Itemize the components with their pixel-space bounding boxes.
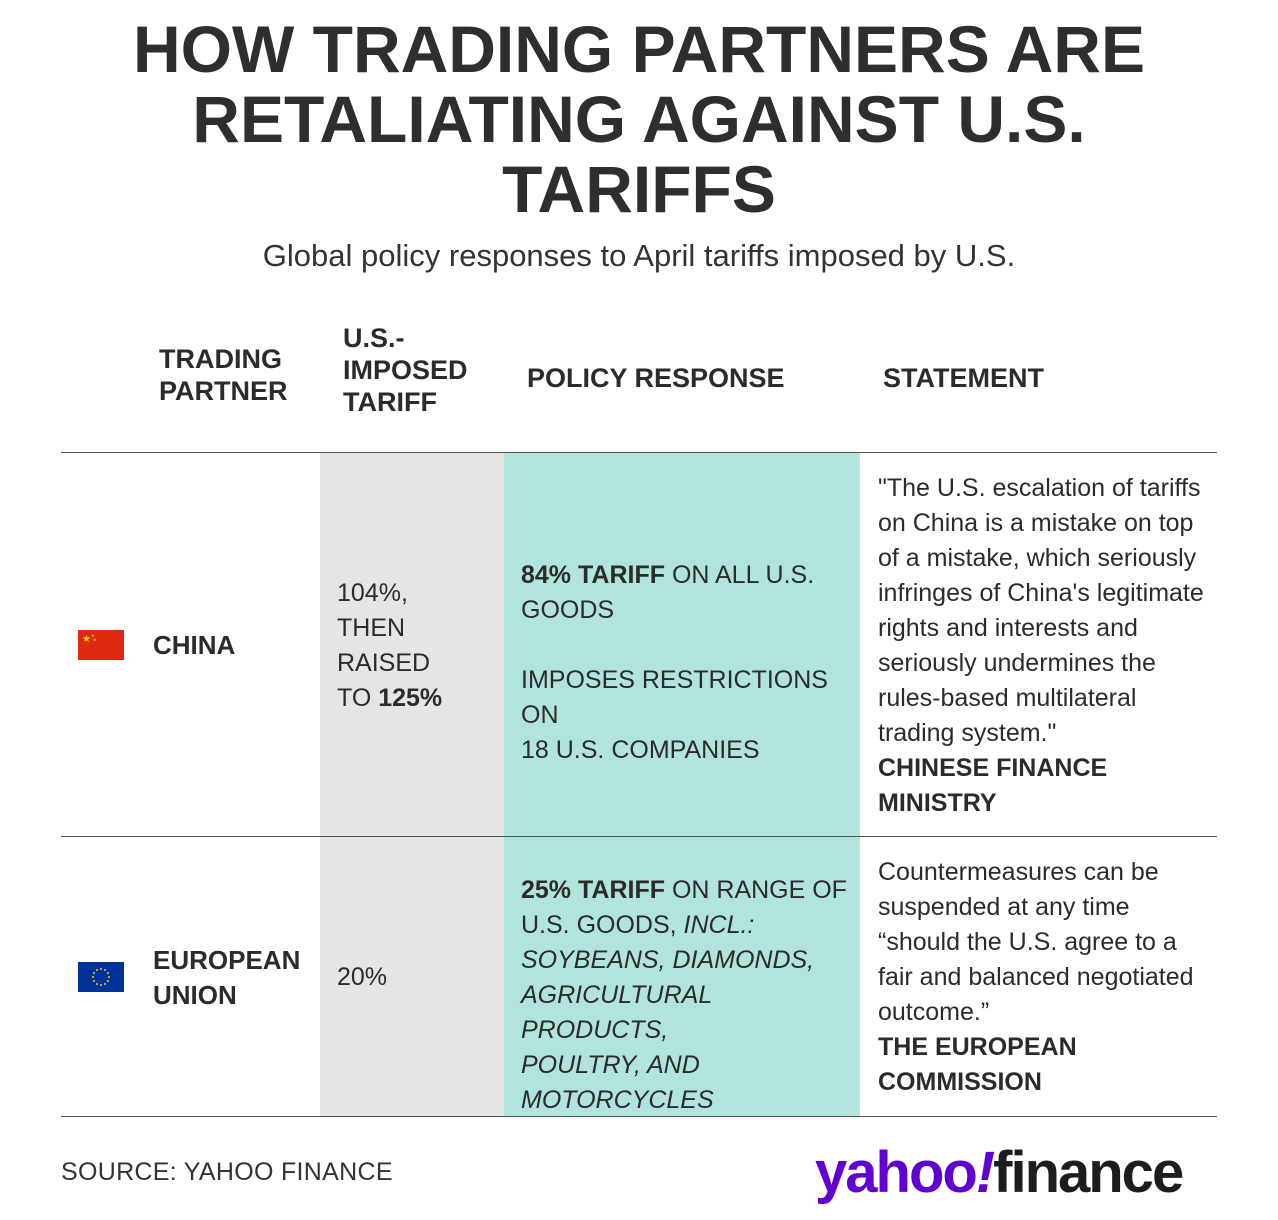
title-line: RETALIATING AGAINST U.S.: [192, 82, 1086, 156]
statement-source: COMMISSION: [878, 1068, 1042, 1096]
statement-line: outcome.”: [878, 998, 990, 1026]
title-line: HOW TRADING PARTNERS ARE: [133, 12, 1145, 86]
tariff-bold-value: 125%: [378, 684, 443, 712]
page-title: HOW TRADING PARTNERS ARE RETALIATING AGA…: [60, 14, 1218, 224]
spacer: [521, 628, 851, 663]
statement-line: Countermeasures can be: [878, 858, 1159, 886]
policy-response: 25% TARIFF ON RANGE OF U.S. GOODS, INCL.…: [521, 873, 855, 1118]
statement-line: rights and interests and: [878, 614, 1138, 642]
statement-line: of a mistake, which seriously: [878, 544, 1197, 572]
china-flag-icon: ★ ★ ★: [78, 630, 124, 660]
statement-source: THE EUROPEAN: [878, 1033, 1077, 1061]
policy-response: 84% TARIFF ON ALL U.S. GOODS IMPOSES RES…: [521, 558, 851, 768]
statement-source: CHINESE FINANCE: [878, 754, 1108, 782]
statement-line: suspended at any time: [878, 893, 1130, 921]
response-column-band: [504, 453, 860, 1116]
divider: [61, 836, 1217, 837]
svg-text:★: ★: [82, 634, 91, 645]
yahoo-finance-logo: yahoo!finance: [815, 1138, 1184, 1208]
response-rest: ON ALL U.S.: [665, 561, 815, 589]
header-line: PARTNER: [159, 376, 288, 406]
header-policy-response: POLICY RESPONSE: [527, 363, 785, 393]
eu-flag-icon: [78, 962, 124, 992]
logo-mark: !: [975, 1140, 995, 1205]
response-plain: U.S. GOODS,: [521, 911, 684, 939]
response-line: 84% TARIFF ON ALL U.S.: [521, 558, 851, 593]
response-italic: INCL.:: [683, 911, 755, 939]
tariff-value: 20%: [337, 963, 388, 991]
response-line: SOYBEANS, DIAMONDS,: [521, 946, 815, 974]
response-bold: 84% TARIFF: [521, 561, 665, 589]
partner-name: EUROPEAN UNION: [153, 943, 300, 1013]
svg-text:★: ★: [93, 637, 97, 642]
statement-line: rules-based multilateral: [878, 684, 1137, 712]
svg-text:★: ★: [91, 633, 95, 638]
divider: [61, 452, 1217, 453]
response-line: MOTORCYCLES: [521, 1086, 714, 1114]
statement: Countermeasures can be suspended at any …: [878, 855, 1214, 1100]
divider: [61, 1116, 1217, 1117]
response-rest: ON RANGE OF: [665, 876, 847, 904]
response-line: AGRICULTURAL PRODUCTS,: [521, 981, 712, 1044]
header-trading-partner: TRADING PARTNER: [159, 343, 288, 407]
header-line: TRADING: [159, 344, 282, 374]
tariff-value: 104%, THEN RAISED TO 125%: [337, 576, 442, 716]
tariff-line: TO 125%: [337, 681, 442, 716]
response-line: 18 U.S. COMPANIES: [521, 736, 760, 764]
tariff-prefix: TO: [337, 684, 379, 712]
response-bold: 25% TARIFF: [521, 876, 665, 904]
logo-finance-text: finance: [993, 1140, 1184, 1205]
header-us-imposed-tariff: U.S.- IMPOSED TARIFF: [343, 322, 468, 418]
tariff-line: RAISED: [337, 649, 431, 677]
statement-line: "The U.S. escalation of tariffs: [878, 474, 1201, 502]
statement-line: seriously undermines the: [878, 649, 1156, 677]
partner-line: EUROPEAN: [153, 945, 301, 975]
header-line: IMPOSED: [343, 355, 468, 385]
logo-yahoo-text: yahoo: [815, 1140, 978, 1205]
header-line: U.S.-: [343, 323, 405, 353]
statement-line: infringes of China's legitimate: [878, 579, 1204, 607]
tariff-line: 104%,: [337, 579, 408, 607]
response-line: IMPOSES RESTRICTIONS ON: [521, 666, 828, 729]
statement: "The U.S. escalation of tariffs on China…: [878, 471, 1214, 821]
statement-line: “should the U.S. agree to a: [878, 928, 1177, 956]
tariff-line: THEN: [337, 614, 406, 642]
response-line: U.S. GOODS, INCL.:: [521, 908, 855, 943]
page-subtitle: Global policy responses to April tariffs…: [262, 238, 1016, 273]
response-line: 25% TARIFF ON RANGE OF: [521, 873, 855, 908]
statement-line: fair and balanced negotiated: [878, 963, 1194, 991]
partner-line: UNION: [153, 980, 237, 1010]
header-statement: STATEMENT: [883, 363, 1044, 393]
partner-name: CHINA: [153, 630, 236, 660]
tariff-column-band: [320, 453, 504, 1116]
title-line: TARIFFS: [502, 152, 776, 226]
response-line: GOODS: [521, 596, 615, 624]
response-line: POULTRY, AND: [521, 1051, 700, 1079]
source-note: SOURCE: YAHOO FINANCE: [61, 1158, 393, 1186]
statement-source: MINISTRY: [878, 789, 997, 817]
header-line: TARIFF: [343, 387, 437, 417]
statement-line: on China is a mistake on top: [878, 509, 1194, 537]
statement-line: trading system.": [878, 719, 1057, 747]
